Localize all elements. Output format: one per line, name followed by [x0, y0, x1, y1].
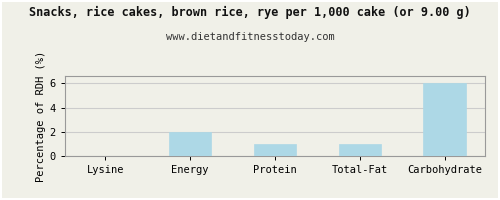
- Bar: [254, 144, 296, 156]
- Bar: [338, 144, 381, 156]
- Y-axis label: Percentage of RDH (%): Percentage of RDH (%): [36, 50, 46, 182]
- Text: Snacks, rice cakes, brown rice, rye per 1,000 cake (or 9.00 g): Snacks, rice cakes, brown rice, rye per …: [29, 6, 471, 19]
- Bar: [169, 132, 212, 156]
- Text: www.dietandfitnesstoday.com: www.dietandfitnesstoday.com: [166, 32, 334, 42]
- Bar: [424, 83, 466, 156]
